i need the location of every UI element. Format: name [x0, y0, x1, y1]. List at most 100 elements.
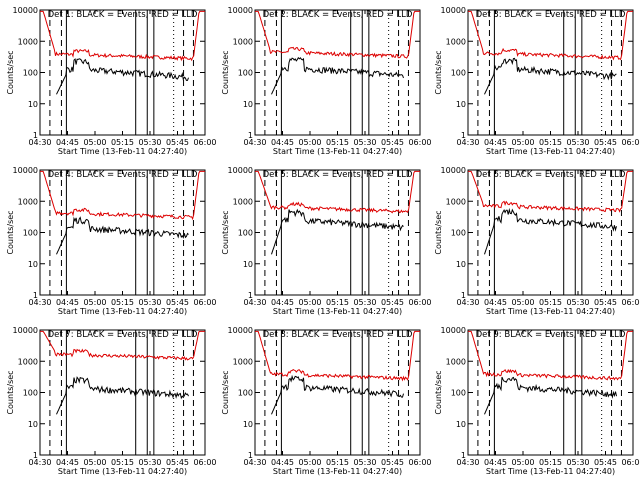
plot-frame	[467, 169, 634, 296]
x-axis-label: Start Time (13-Feb-11 04:27:40)	[486, 467, 615, 476]
x-tick-label: 06:00	[193, 458, 216, 467]
series-lld	[468, 330, 633, 381]
x-tick-label: 04:30	[243, 138, 266, 147]
y-axis-label: Counts/sec	[6, 370, 15, 414]
plot-frame	[254, 329, 421, 456]
x-tick-label: 04:45	[271, 138, 294, 147]
x-tick-label: 05:15	[539, 298, 562, 307]
x-tick-label: 04:45	[271, 298, 294, 307]
y-tick-label: 10000	[441, 6, 466, 15]
y-tick-label: 10000	[228, 6, 253, 15]
x-tick-label: 05:15	[111, 298, 134, 307]
series-lld	[468, 170, 633, 213]
x-tick-label: 05:00	[511, 298, 534, 307]
x-tick-label: 06:00	[408, 458, 431, 467]
y-tick-label: 100	[238, 389, 253, 398]
x-axis-label: Start Time (13-Feb-11 04:27:40)	[273, 147, 402, 156]
y-tick-label: 1	[461, 291, 466, 300]
y-tick-label: 10000	[441, 326, 466, 335]
x-tick-label: 04:45	[56, 458, 79, 467]
y-tick-label: 1000	[233, 37, 253, 46]
y-tick-label: 100	[238, 229, 253, 238]
x-tick-label: 05:45	[381, 458, 404, 467]
y-tick-label: 1000	[446, 357, 466, 366]
y-axis-label: Counts/sec	[434, 210, 443, 254]
x-tick-label: 06:00	[408, 138, 431, 147]
y-tick-label: 1	[248, 291, 253, 300]
x-tick-label: 06:00	[621, 298, 640, 307]
panel-title: Det 8: BLACK = Events, RED = LLD	[263, 330, 413, 340]
x-tick-label: 06:00	[193, 298, 216, 307]
y-tick-label: 10	[28, 420, 38, 429]
panel-title: Det 3: BLACK = Events, RED = LLD	[476, 10, 626, 20]
x-tick-label: 04:30	[456, 298, 479, 307]
x-tick-label: 05:30	[566, 458, 589, 467]
series-events	[484, 376, 617, 415]
x-tick-label: 04:45	[271, 458, 294, 467]
x-axis-label: Start Time (13-Feb-11 04:27:40)	[58, 147, 187, 156]
x-tick-label: 06:00	[621, 138, 640, 147]
y-tick-label: 100	[451, 389, 466, 398]
x-tick-label: 04:30	[456, 138, 479, 147]
y-tick-label: 10000	[13, 6, 38, 15]
y-tick-label: 10	[28, 100, 38, 109]
panel-title: Det 2: BLACK = Events, RED = LLD	[263, 10, 413, 20]
series-lld	[468, 10, 633, 61]
x-tick-label: 05:00	[298, 138, 321, 147]
series-events	[271, 56, 404, 95]
panel-title: Det 4: BLACK = Events, RED = LLD	[48, 170, 198, 180]
y-axis-label: Counts/sec	[221, 210, 230, 254]
y-tick-label: 1	[33, 131, 38, 140]
y-tick-label: 10	[243, 260, 253, 269]
x-tick-label: 05:30	[353, 138, 376, 147]
y-tick-label: 1000	[18, 197, 38, 206]
series-lld	[40, 330, 205, 361]
x-tick-label: 04:30	[456, 458, 479, 467]
series-lld	[255, 10, 420, 59]
x-tick-label: 05:00	[83, 458, 106, 467]
y-tick-label: 10	[456, 420, 466, 429]
series-events	[56, 58, 189, 95]
y-tick-label: 10000	[13, 326, 38, 335]
x-tick-label: 04:30	[28, 138, 51, 147]
y-tick-label: 10	[28, 260, 38, 269]
y-tick-label: 100	[23, 229, 38, 238]
panel-title: Det 7: BLACK = Events, RED = LLD	[48, 330, 198, 340]
x-tick-label: 05:00	[83, 298, 106, 307]
y-axis-label: Counts/sec	[434, 50, 443, 94]
x-tick-label: 05:30	[138, 458, 161, 467]
series-lld	[255, 170, 420, 214]
x-tick-label: 05:00	[298, 298, 321, 307]
x-axis-label: Start Time (13-Feb-11 04:27:40)	[486, 147, 615, 156]
x-tick-label: 05:15	[539, 138, 562, 147]
x-tick-label: 04:45	[484, 458, 507, 467]
series-events	[271, 208, 404, 255]
y-axis-label: Counts/sec	[434, 370, 443, 414]
x-axis-label: Start Time (13-Feb-11 04:27:40)	[58, 467, 187, 476]
x-tick-label: 05:45	[166, 138, 189, 147]
x-tick-label: 05:15	[326, 138, 349, 147]
x-tick-label: 05:30	[138, 138, 161, 147]
y-tick-label: 1000	[233, 197, 253, 206]
y-axis-label: Counts/sec	[6, 50, 15, 94]
y-tick-label: 10000	[228, 166, 253, 175]
series-lld	[40, 10, 205, 62]
x-tick-label: 06:00	[621, 458, 640, 467]
y-tick-label: 1	[461, 451, 466, 460]
x-tick-label: 04:30	[243, 458, 266, 467]
x-tick-label: 05:45	[594, 298, 617, 307]
x-tick-label: 05:30	[353, 298, 376, 307]
plot-frame	[254, 169, 421, 296]
x-tick-label: 05:45	[166, 298, 189, 307]
y-tick-label: 100	[238, 69, 253, 78]
y-tick-label: 1	[461, 131, 466, 140]
panel-title: Det 6: BLACK = Events, RED = LLD	[476, 170, 626, 180]
x-tick-label: 05:30	[353, 458, 376, 467]
x-tick-label: 05:15	[539, 458, 562, 467]
series-lld	[40, 170, 205, 221]
x-tick-label: 05:45	[381, 138, 404, 147]
panel-title: Det 9: BLACK = Events, RED = LLD	[476, 330, 626, 340]
y-tick-label: 1000	[233, 357, 253, 366]
